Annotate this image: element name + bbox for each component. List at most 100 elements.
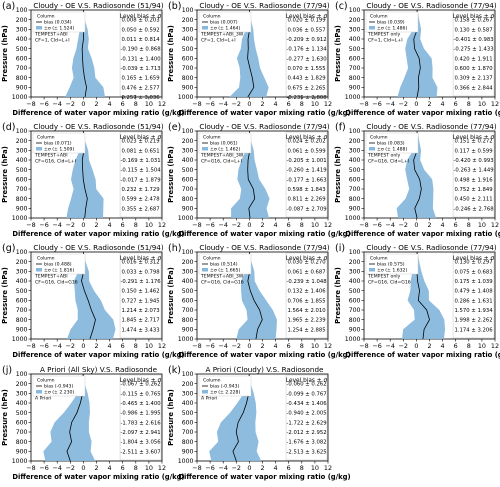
y-tick-label: 500 [16, 46, 28, 53]
y-tick-label: 200 [16, 259, 28, 266]
panel-label: (i) [335, 243, 345, 254]
y-tick-label: 600 [349, 177, 361, 184]
x-tick-label: −2 [66, 100, 75, 108]
bias-table-row: -0.291 ± 1.176 [121, 279, 162, 285]
x-tick-label: −8 [192, 464, 201, 472]
chart-title: Cloudy - OE V.S. Radiosonde (77/94) [366, 1, 497, 10]
x-tick-label: 12 [324, 342, 332, 350]
chart-panel: (i) Cloudy - OE V.S. Radiosonde (77/94) Le… [334, 243, 500, 359]
x-tick-label: 6 [121, 342, 125, 350]
y-axis-label: Pressure (hPa) [334, 25, 342, 82]
y-tick-label: 400 [182, 36, 194, 43]
y-axis-label: Pressure (hPa) [1, 389, 9, 446]
legend-title: Column [37, 378, 55, 384]
y-axis-label: Pressure (hPa) [167, 146, 175, 203]
x-axis-label: Difference of water vapor mixing ratio (… [178, 473, 350, 481]
y-tick-label: 900 [16, 449, 28, 456]
legend-box [365, 11, 419, 33]
x-tick-label: 12 [158, 464, 166, 472]
y-tick-label: 200 [182, 17, 194, 24]
y-tick-label: 800 [182, 75, 194, 82]
legend-sigma-label: ±σ (± 1.462) [210, 147, 240, 153]
bias-table-row: 0.130 ± 0.297 [454, 260, 492, 266]
x-tick-label: 0 [247, 464, 251, 472]
bias-table-row: 0.061 ± 0.599 [287, 148, 325, 154]
bias-table-row: -0.177 ± 1.663 [287, 177, 327, 183]
x-tick-label: 2 [427, 342, 431, 350]
y-tick-label: 1000 [178, 94, 194, 101]
bias-table-row: -0.246 ± 2.768 [454, 206, 495, 212]
x-tick-label: 4 [108, 221, 112, 229]
panel-annotation: CF=1, Cld=L+I [35, 37, 70, 43]
legend-title: Column [203, 135, 221, 141]
bias-table-header: Level bias ± σ [453, 256, 495, 262]
legend-sigma-label: ±σ (± 1.632) [377, 268, 407, 274]
bias-table-row: -0.235 ± 2.808 [287, 95, 328, 101]
y-tick-label: 200 [182, 138, 194, 145]
sigma-band [65, 10, 105, 97]
panel-annotation: A Priori [201, 395, 217, 401]
bias-table-row: 0.150 ± 1.462 [121, 289, 159, 295]
y-tick-label: 400 [182, 278, 194, 285]
bias-table-box [119, 374, 162, 461]
bias-table-row: 0.075 ± 0.683 [454, 269, 492, 275]
y-tick-label: 800 [349, 196, 361, 203]
bias-table-row: -0.190 ± 0.868 [121, 47, 162, 53]
panel-annotation: CF=1, Cld=L+I [368, 37, 403, 43]
x-tick-label: −8 [359, 100, 368, 108]
bias-table-row: 0.443 ± 1.829 [287, 76, 325, 82]
bias-table-row: -0.115 ± 0.765 [121, 391, 161, 397]
y-tick-label: 400 [349, 36, 361, 43]
x-tick-label: 6 [287, 342, 291, 350]
legend-box [32, 253, 86, 275]
legend-bias-label: bias (-0.943) [210, 384, 239, 390]
x-tick-label: 2 [94, 464, 98, 472]
x-tick-label: 6 [287, 464, 291, 472]
panel-annotation: CF=G16, Cld=L+I [368, 158, 409, 164]
y-tick-label: 100 [16, 7, 28, 14]
x-tick-label: 12 [158, 100, 166, 108]
x-tick-label: −2 [232, 464, 241, 472]
x-tick-label: 10 [478, 100, 486, 108]
chart-panel: (j) A Priori (All Sky) V.S. Radiosonde Lev… [1, 365, 185, 481]
y-tick-label: 600 [182, 177, 194, 184]
bias-table-row: 0.752 ± 1.849 [454, 187, 492, 193]
y-axis-label: Pressure (hPa) [1, 267, 9, 324]
y-tick-label: 200 [16, 138, 28, 145]
y-tick-label: 400 [182, 400, 194, 407]
bias-table-header: Level bias ± σ [453, 135, 495, 141]
panel-annotation: CF=G16, Cld=G16 [368, 279, 411, 285]
bias-table-row: 0.811 ± 2.269 [287, 197, 325, 203]
x-tick-label: 8 [300, 100, 304, 108]
y-tick-label: 400 [16, 278, 28, 285]
x-tick-label: 0 [247, 221, 251, 229]
x-tick-label: −2 [66, 221, 75, 229]
x-tick-label: 0 [81, 100, 85, 108]
bias-table-row: -0.239 ± 1.048 [287, 279, 328, 285]
legend-sigma-label: ±σ (± 2.228) [210, 390, 240, 396]
panel-label: (h) [168, 243, 181, 254]
y-tick-label: 200 [182, 259, 194, 266]
x-tick-label: −4 [218, 100, 227, 108]
bias-table-row: -1.722 ± 2.629 [287, 420, 327, 426]
x-axis-label: Difference of water vapor mixing ratio (… [178, 351, 350, 359]
x-tick-label: −2 [66, 342, 75, 350]
bias-table-header: Level bias ± σ [120, 135, 162, 141]
y-tick-label: 1000 [12, 94, 28, 101]
chart-panel: (k) A Priori (Cloudy) V.S. Radiosonde Leve… [167, 365, 351, 481]
legend-sigma-swatch [36, 268, 42, 272]
legend-box [198, 132, 252, 154]
x-tick-label: 12 [324, 100, 332, 108]
bias-table-row: -2.012 ± 2.952 [287, 430, 327, 436]
y-tick-label: 1000 [12, 336, 28, 343]
bias-table-row: -0.260 ± 1.419 [287, 168, 327, 174]
bias-table-row: 0.165 ± 1.659 [121, 76, 159, 82]
y-tick-label: 200 [349, 17, 361, 24]
bias-table-row: 0.030 ± 0.270 [287, 260, 326, 266]
panel-annotation: TEMPEST+ABI [34, 31, 68, 37]
x-tick-label: −6 [372, 221, 381, 229]
y-tick-label: 200 [182, 381, 194, 388]
bias-table-row: -0.986 ± 1.995 [121, 411, 161, 417]
y-tick-label: 100 [182, 128, 194, 135]
y-tick-label: 600 [349, 56, 361, 63]
